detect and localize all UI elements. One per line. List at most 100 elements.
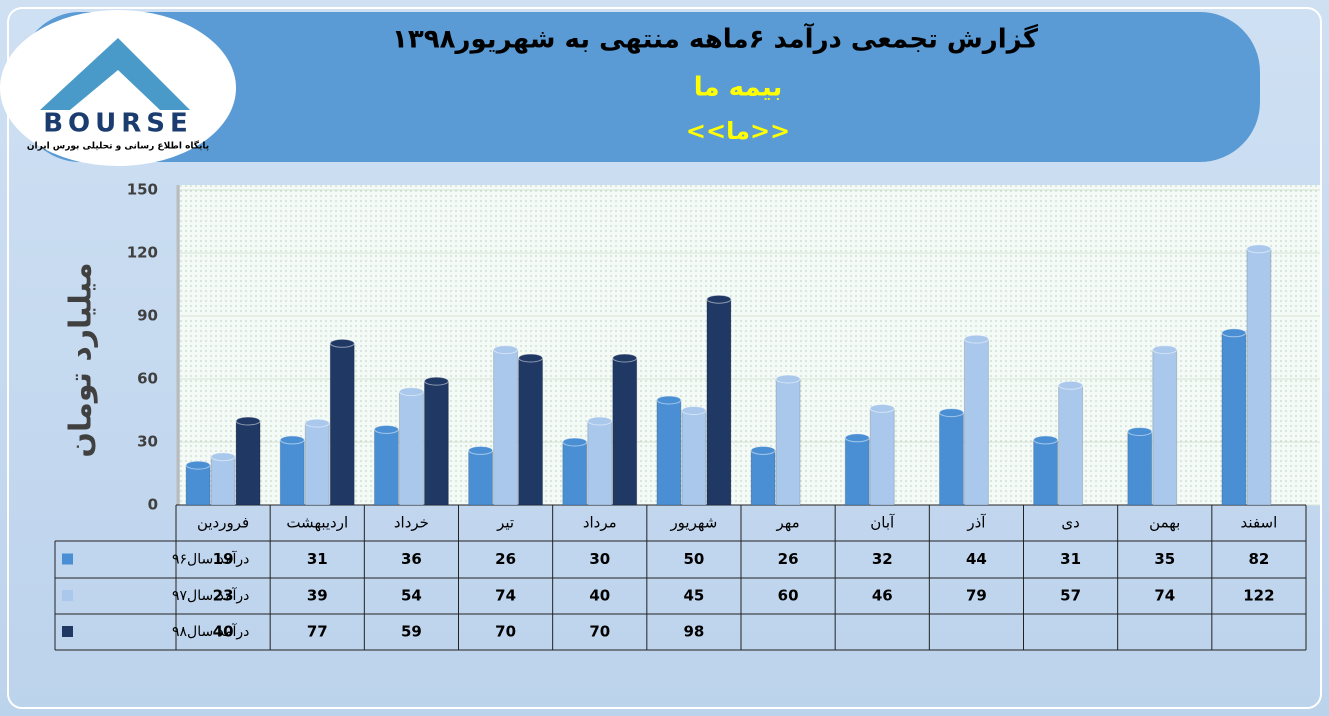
table-value: 32 — [872, 550, 893, 568]
table-value: 59 — [401, 623, 422, 641]
bar — [1127, 431, 1153, 506]
bar-cap — [493, 345, 519, 355]
table-value: 19 — [213, 550, 234, 568]
bar-cap — [1058, 380, 1084, 390]
frame — [7, 7, 1322, 709]
table-value: 23 — [213, 587, 234, 605]
bar-cap — [210, 452, 236, 462]
legend-swatch — [62, 553, 73, 565]
x-tick-label: آبان — [870, 514, 895, 532]
bar — [587, 420, 613, 506]
table-value: 74 — [1154, 587, 1175, 605]
bar-cap — [869, 403, 895, 413]
table-value: 60 — [778, 587, 799, 605]
bar-cap — [775, 374, 801, 384]
chart-title: گزارش تجمعی درآمد ۶ماهه منتهی به شهریور۱… — [392, 23, 1039, 55]
table-value: 44 — [966, 550, 987, 568]
bar-cap — [1033, 435, 1059, 445]
x-tick-label: مرداد — [583, 514, 617, 532]
table-value: 54 — [401, 587, 422, 605]
x-tick-label: فروردین — [197, 514, 249, 532]
table-value: 79 — [966, 587, 987, 605]
bar — [656, 399, 682, 506]
y-tick-label: 150 — [127, 181, 158, 199]
table-value: 122 — [1243, 587, 1274, 605]
x-tick-label: مهر — [775, 514, 799, 532]
bar — [398, 391, 424, 506]
bar — [612, 357, 638, 506]
legend-swatch — [62, 626, 73, 637]
y-tick-label: 30 — [137, 433, 158, 451]
y-tick-label: 90 — [137, 307, 158, 325]
bar — [963, 338, 989, 506]
table-value: 39 — [307, 587, 328, 605]
table-value: 36 — [401, 550, 422, 568]
bar-cap — [1152, 345, 1178, 355]
bar — [518, 357, 544, 506]
bar — [329, 342, 355, 506]
bar-cap — [587, 416, 613, 426]
bar-cap — [235, 416, 261, 426]
table-value: 31 — [307, 550, 328, 568]
bar — [869, 407, 895, 506]
bar — [185, 464, 211, 506]
x-tick-label: بهمن — [1149, 514, 1180, 532]
bar — [681, 410, 707, 506]
table-value: 57 — [1060, 587, 1081, 605]
table-value: 40 — [589, 587, 610, 605]
table-value: 77 — [307, 623, 328, 641]
y-axis-label: میلیارد تومان — [64, 262, 99, 457]
legend-label: درآمد سال۹۶ — [172, 551, 249, 568]
bar-cap — [279, 435, 305, 445]
bar — [304, 422, 330, 506]
bar-cap — [304, 418, 330, 428]
x-tick-label: آذر — [966, 514, 986, 532]
bar-cap — [963, 334, 989, 344]
legend-swatch — [62, 590, 73, 601]
bar-cap — [329, 338, 355, 348]
bar — [562, 441, 588, 506]
bar-cap — [562, 437, 588, 447]
bar — [468, 449, 494, 506]
bar — [279, 439, 305, 506]
table-value: 30 — [589, 550, 610, 568]
table-value: 26 — [778, 550, 799, 568]
table-value: 31 — [1060, 550, 1081, 568]
logo-text: BOURSE — [43, 109, 193, 139]
bar-cap — [706, 294, 732, 304]
bar — [775, 378, 801, 506]
bar-cap — [398, 387, 424, 397]
header-banner — [20, 12, 1260, 162]
bar — [1033, 439, 1059, 506]
x-tick-label: اردیبهشت — [286, 514, 348, 532]
bar-cap — [938, 408, 964, 418]
bar — [750, 449, 776, 506]
bar-cap — [1246, 244, 1272, 254]
table-value: 70 — [589, 623, 610, 641]
bar-cap — [1127, 427, 1153, 436]
bar — [493, 349, 519, 506]
x-tick-label: اسفند — [1241, 514, 1278, 532]
bar — [210, 456, 236, 506]
legend-label: درآمد سال۹۷ — [172, 587, 249, 604]
bar — [1246, 248, 1272, 506]
bar-cap — [844, 433, 870, 443]
annotation: <<ما>> — [686, 117, 790, 145]
bar-cap — [468, 445, 494, 455]
y-tick-label: 60 — [137, 370, 158, 388]
table-value: 45 — [683, 587, 704, 605]
chart-subtitle: بیمه ما — [694, 73, 783, 103]
table-value: 82 — [1248, 550, 1269, 568]
x-tick-label: دی — [1061, 514, 1079, 532]
bar — [423, 380, 449, 506]
legend-label: درآمد سال۹۸ — [172, 623, 249, 640]
table-value: 35 — [1154, 550, 1175, 568]
bar-cap — [423, 376, 449, 386]
logo-caption: پایگاه اطلاع رسانی و تحلیلی بورس ایران — [27, 140, 209, 152]
logo-background — [0, 10, 236, 166]
bar — [373, 428, 399, 506]
bar-cap — [681, 406, 707, 415]
y-tick-label: 120 — [127, 244, 158, 262]
bar-cap — [373, 424, 399, 434]
